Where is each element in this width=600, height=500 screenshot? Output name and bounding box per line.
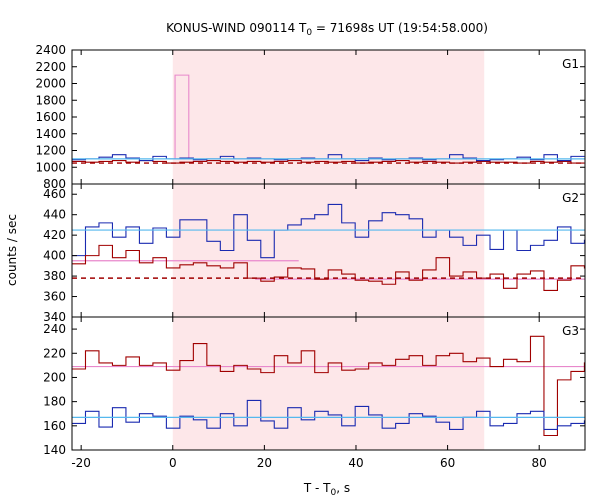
y-tick-label: 200	[43, 370, 66, 384]
y-axis-label: counts / sec	[5, 214, 19, 286]
panel-frame	[71, 316, 586, 451]
chart-title-rest: = 71698s UT (19:54:58.000)	[312, 21, 488, 35]
series-pink-g1	[174, 74, 190, 159]
plot-area	[72, 74, 585, 164]
y-tick-label: 240	[43, 322, 66, 336]
plot-area	[72, 335, 585, 437]
y-tick-label: 800	[43, 177, 66, 191]
series-blue-g2	[72, 203, 585, 259]
series-red-g2	[72, 244, 585, 291]
y-tick-label: 1000	[35, 160, 66, 174]
y-tick-label: 140	[43, 443, 66, 457]
x-axis-label-main: T - T	[303, 481, 331, 495]
panel-g3: 140 160 180 200 220 240 -20 0 20 40 60 80 G3	[43, 316, 586, 470]
series-blue-g3	[72, 399, 585, 430]
y-tick-label: 2400	[35, 43, 66, 57]
y-tick-label: 460	[43, 187, 66, 201]
y-tick-label: 380	[43, 269, 66, 283]
panel-g2: 340 360 380 400 420 440 460 G2	[43, 183, 586, 324]
y-tick-label: 2200	[35, 60, 66, 74]
chart-title: KONUS-WIND 090114 T0 = 71698s UT (19:54:…	[166, 21, 488, 38]
interval-shade	[172, 317, 485, 450]
y-tick-label: 1400	[35, 127, 66, 141]
y-tick-label: 1200	[35, 144, 66, 158]
y-tick-label: 180	[43, 395, 66, 409]
chart-title-sub: 0	[306, 28, 312, 38]
y-tick-label: 360	[43, 290, 66, 304]
panels: 80010001200140016001800200022002400G1340…	[35, 43, 586, 470]
x-tick-label: 80	[532, 456, 547, 470]
panel-g1: 800 1000 1200 1400 1600 1800 2000 2200 2400 G1	[35, 43, 586, 191]
series-blue-g1	[72, 154, 585, 162]
y-tick-label: 440	[43, 208, 66, 222]
x-axis-label-rest: , s	[336, 481, 350, 495]
x-tick-label: -20	[71, 456, 91, 470]
y-tick-label: 1600	[35, 110, 66, 124]
series-red-g1	[72, 160, 585, 164]
chart-title-main: KONUS-WIND 090114 T	[166, 21, 307, 35]
x-axis-label-sub: 0	[331, 488, 337, 498]
x-axis-label: T - T0, s	[303, 481, 350, 498]
y-tick-label: 160	[43, 419, 66, 433]
x-tick-label: 60	[440, 456, 455, 470]
x-tick-label: 40	[348, 456, 363, 470]
x-tick-label: 20	[257, 456, 272, 470]
y-tick-label: 2000	[35, 77, 66, 91]
y-tick-label: 420	[43, 228, 66, 242]
series-red-g3	[72, 335, 585, 437]
panel-label: G3	[562, 324, 579, 338]
panel-label: G2	[562, 191, 579, 205]
plot-area	[72, 203, 585, 291]
interval-shade	[172, 50, 485, 184]
y-tick-label: 1800	[35, 93, 66, 107]
panel-label: G1	[562, 57, 579, 71]
x-tick-label: 0	[169, 456, 177, 470]
y-tick-label: 400	[43, 249, 66, 263]
y-tick-label: 340	[43, 310, 66, 324]
y-tick-label: 220	[43, 346, 66, 360]
